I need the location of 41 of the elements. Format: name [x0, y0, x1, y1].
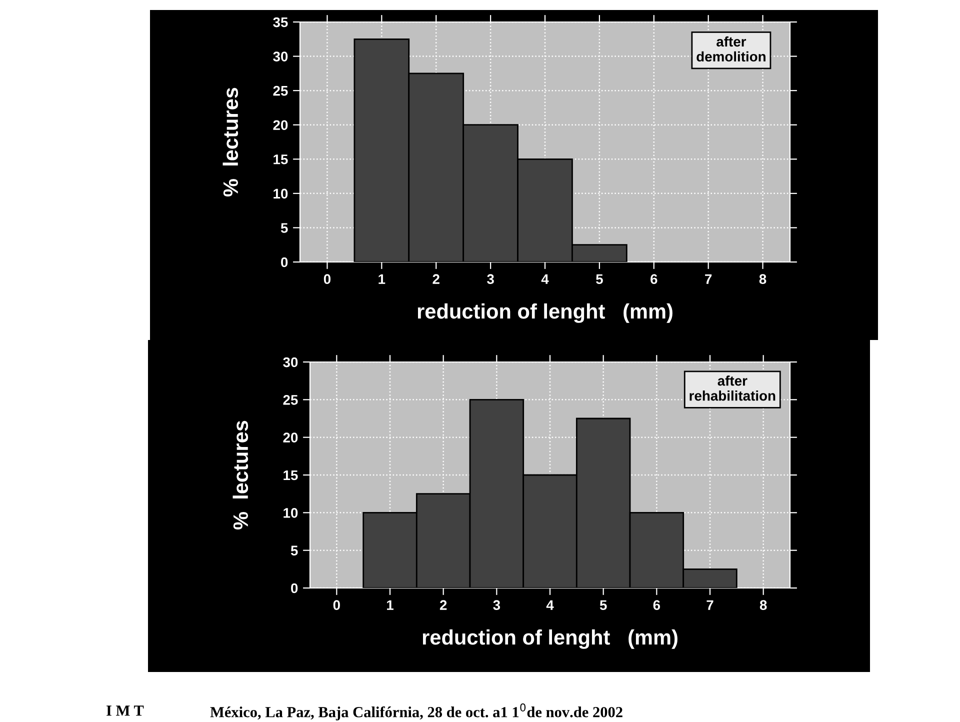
x-tick-label: 4 — [541, 274, 549, 284]
x-tick-label: 1 — [387, 600, 394, 610]
y-tick-label: 0 — [291, 583, 298, 594]
y-axis-title: % lectures — [232, 420, 248, 530]
x-tick-label: 6 — [653, 600, 660, 610]
y-tick-label: 5 — [290, 546, 298, 556]
text: México, La Paz, Baja Califórnia, 28 de oct. a1 1$^{0}$de nov.de 2002 — [210, 703, 622, 720]
x-tick-label: 0 — [333, 600, 340, 610]
y-tick-label: 30 — [273, 52, 288, 62]
x-tick-label: 2 — [432, 274, 440, 284]
x-axis-title: reduction of lenght (mm) — [418, 303, 672, 323]
x-tick-label: 3 — [493, 600, 500, 610]
x-axis-title: reduction of lenght (mm) — [422, 629, 678, 649]
y-tick-label: 30 — [283, 357, 298, 368]
y-tick-label: 20 — [283, 432, 298, 443]
x-tick-label: 1 — [378, 274, 386, 284]
y-tick-label: 20 — [273, 120, 288, 130]
annotation: after rehabilitation — [690, 376, 776, 401]
x-tick-label: 5 — [600, 600, 607, 610]
x-tick-label: 0 — [324, 274, 331, 284]
y-tick-label: 15 — [284, 470, 298, 480]
y-tick-label: 35 — [273, 17, 288, 28]
y-tick-label: 5 — [280, 223, 288, 233]
x-tick-label: 8 — [759, 274, 766, 284]
y-axis-title: % lectures — [222, 88, 238, 196]
x-tick-label: 7 — [706, 600, 714, 610]
x-tick-label: 5 — [596, 274, 603, 284]
y-tick-label: 25 — [273, 86, 288, 96]
y-tick-label: 10 — [274, 188, 288, 199]
annotation: after demolition — [696, 36, 766, 62]
y-tick-label: 10 — [284, 508, 298, 518]
x-tick-label: 4 — [546, 600, 554, 610]
y-tick-label: 15 — [274, 154, 288, 164]
x-tick-label: 2 — [440, 600, 447, 610]
y-tick-label: 0 — [281, 257, 288, 268]
x-tick-label: 7 — [705, 274, 712, 284]
x-tick-label: 6 — [650, 274, 658, 284]
text: I M T — [106, 706, 144, 716]
x-tick-label: 8 — [760, 600, 767, 610]
x-tick-label: 3 — [487, 274, 494, 284]
y-tick-label: 25 — [283, 395, 298, 405]
